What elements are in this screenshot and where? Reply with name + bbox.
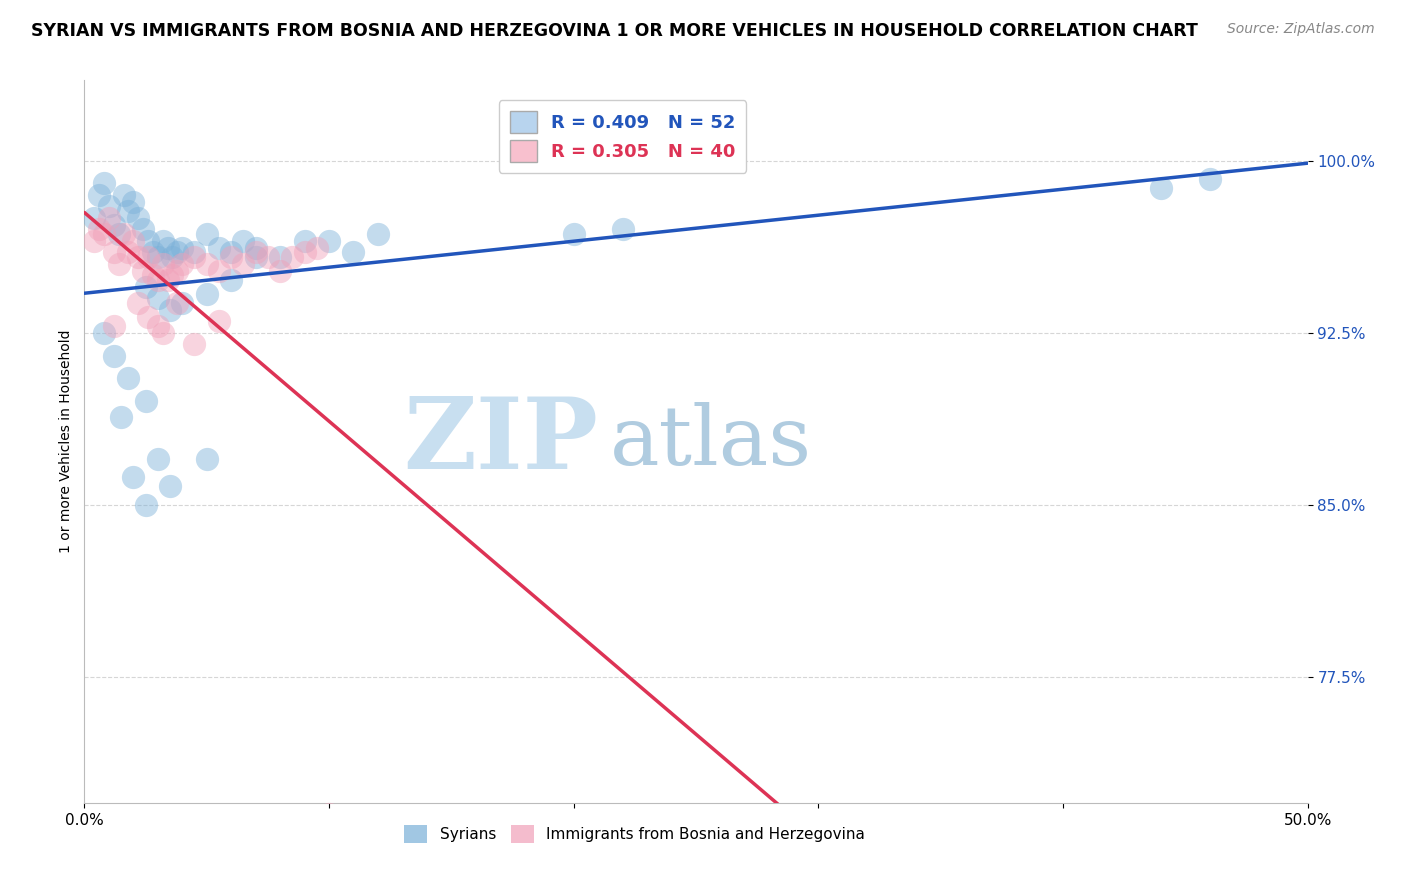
Point <box>195 286 218 301</box>
Point <box>97 211 120 225</box>
Point <box>83 234 105 248</box>
Point <box>166 245 188 260</box>
Point <box>132 263 155 277</box>
Point <box>93 227 115 241</box>
Point <box>166 263 188 277</box>
Text: atlas: atlas <box>610 401 813 482</box>
Point <box>562 227 585 241</box>
Point <box>110 410 132 425</box>
Point <box>294 819 316 833</box>
Point <box>152 234 174 248</box>
Point <box>136 234 159 248</box>
Point <box>172 241 194 255</box>
Point <box>103 318 125 333</box>
Point <box>142 245 165 260</box>
Point <box>132 222 155 236</box>
Point <box>162 250 184 264</box>
Point <box>156 241 179 255</box>
Point <box>305 241 328 255</box>
Point <box>219 245 242 260</box>
Point <box>245 245 267 260</box>
Point <box>152 257 174 271</box>
Point <box>117 245 139 260</box>
Point <box>367 227 389 241</box>
Point <box>219 273 242 287</box>
Point <box>122 194 145 209</box>
Point <box>87 222 110 236</box>
Point <box>162 268 184 283</box>
Point <box>159 302 181 317</box>
Point <box>172 257 194 271</box>
Point <box>208 314 231 328</box>
Point <box>83 211 105 225</box>
Point <box>107 227 129 241</box>
Point <box>127 295 149 310</box>
Point <box>127 250 149 264</box>
Point <box>172 295 194 310</box>
Point <box>1198 172 1220 186</box>
Point <box>146 451 169 466</box>
Point <box>208 241 231 255</box>
Point <box>281 250 304 264</box>
Point <box>294 245 316 260</box>
Point <box>318 234 340 248</box>
Point <box>103 349 125 363</box>
Point <box>136 310 159 324</box>
Point <box>232 257 254 271</box>
Point <box>159 479 181 493</box>
Point <box>93 177 115 191</box>
Point <box>122 234 145 248</box>
Point <box>87 188 110 202</box>
Point <box>232 234 254 248</box>
Point <box>135 279 157 293</box>
Point <box>127 211 149 225</box>
Point <box>195 451 218 466</box>
Point <box>146 291 169 305</box>
Point <box>103 218 125 232</box>
Point <box>294 234 316 248</box>
Point <box>135 498 157 512</box>
Point <box>245 250 267 264</box>
Y-axis label: 1 or more Vehicles in Household: 1 or more Vehicles in Household <box>59 330 73 553</box>
Legend: Syrians, Immigrants from Bosnia and Herzegovina: Syrians, Immigrants from Bosnia and Herz… <box>398 819 872 849</box>
Point <box>146 250 169 264</box>
Point <box>183 250 205 264</box>
Point <box>122 470 145 484</box>
Point <box>136 250 159 264</box>
Point <box>612 222 634 236</box>
Point <box>166 295 188 310</box>
Point <box>117 204 139 219</box>
Point <box>342 245 364 260</box>
Point <box>142 268 165 283</box>
Text: Source: ZipAtlas.com: Source: ZipAtlas.com <box>1227 22 1375 37</box>
Text: ZIP: ZIP <box>404 393 598 490</box>
Point <box>269 250 291 264</box>
Point <box>117 371 139 385</box>
Point <box>146 273 169 287</box>
Point <box>257 250 280 264</box>
Point <box>195 227 218 241</box>
Point <box>93 326 115 340</box>
Point <box>1150 181 1173 195</box>
Point <box>156 273 179 287</box>
Point <box>219 250 242 264</box>
Point <box>107 257 129 271</box>
Point <box>112 227 135 241</box>
Point <box>245 241 267 255</box>
Point <box>318 807 340 822</box>
Point <box>103 245 125 260</box>
Point <box>112 188 135 202</box>
Point <box>183 245 205 260</box>
Point <box>195 257 218 271</box>
Point <box>97 199 120 213</box>
Text: SYRIAN VS IMMIGRANTS FROM BOSNIA AND HERZEGOVINA 1 OR MORE VEHICLES IN HOUSEHOLD: SYRIAN VS IMMIGRANTS FROM BOSNIA AND HER… <box>31 22 1198 40</box>
Point <box>208 263 231 277</box>
Point <box>183 337 205 351</box>
Point <box>135 394 157 409</box>
Point <box>152 326 174 340</box>
Point <box>269 263 291 277</box>
Point <box>146 318 169 333</box>
